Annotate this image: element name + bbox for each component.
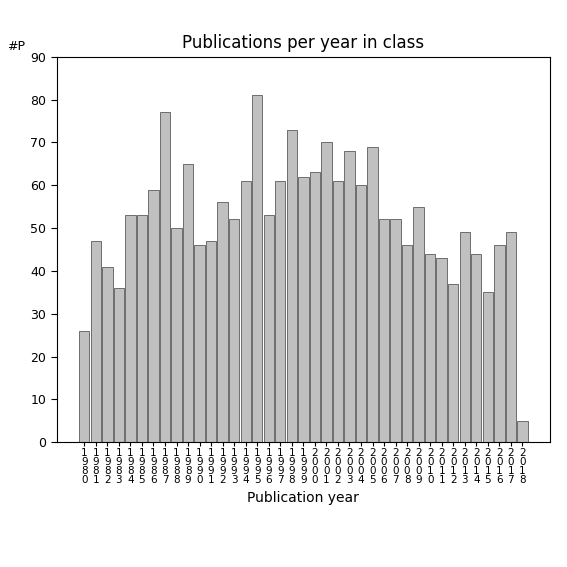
Bar [310, 172, 320, 442]
Bar [137, 215, 147, 442]
Bar [506, 232, 516, 442]
Bar [344, 151, 354, 442]
Bar [413, 206, 424, 442]
Bar [102, 266, 113, 442]
Title: Publications per year in class: Publications per year in class [182, 35, 425, 52]
Bar [517, 421, 527, 442]
Bar [333, 181, 343, 442]
Bar [160, 112, 170, 442]
Bar [367, 147, 378, 442]
Bar [298, 177, 308, 442]
Bar [356, 185, 366, 442]
Bar [391, 219, 401, 442]
Bar [459, 232, 470, 442]
Bar [321, 142, 332, 442]
Bar [275, 181, 285, 442]
Bar [494, 245, 505, 442]
Bar [483, 293, 493, 442]
Bar [471, 254, 481, 442]
Bar [171, 228, 181, 442]
Bar [194, 245, 205, 442]
Bar [91, 241, 101, 442]
Bar [240, 181, 251, 442]
Bar [125, 215, 136, 442]
Bar [79, 331, 90, 442]
Bar [448, 284, 458, 442]
Bar [402, 245, 412, 442]
Bar [252, 95, 263, 442]
Bar [229, 219, 239, 442]
Bar [379, 219, 389, 442]
Bar [206, 241, 216, 442]
Bar [425, 254, 435, 442]
Bar [287, 129, 297, 442]
Bar [264, 215, 274, 442]
Bar [149, 189, 159, 442]
X-axis label: Publication year: Publication year [247, 491, 359, 505]
Bar [437, 258, 447, 442]
Bar [114, 288, 124, 442]
Text: #P: #P [7, 40, 26, 53]
Bar [183, 164, 193, 442]
Bar [218, 202, 228, 442]
